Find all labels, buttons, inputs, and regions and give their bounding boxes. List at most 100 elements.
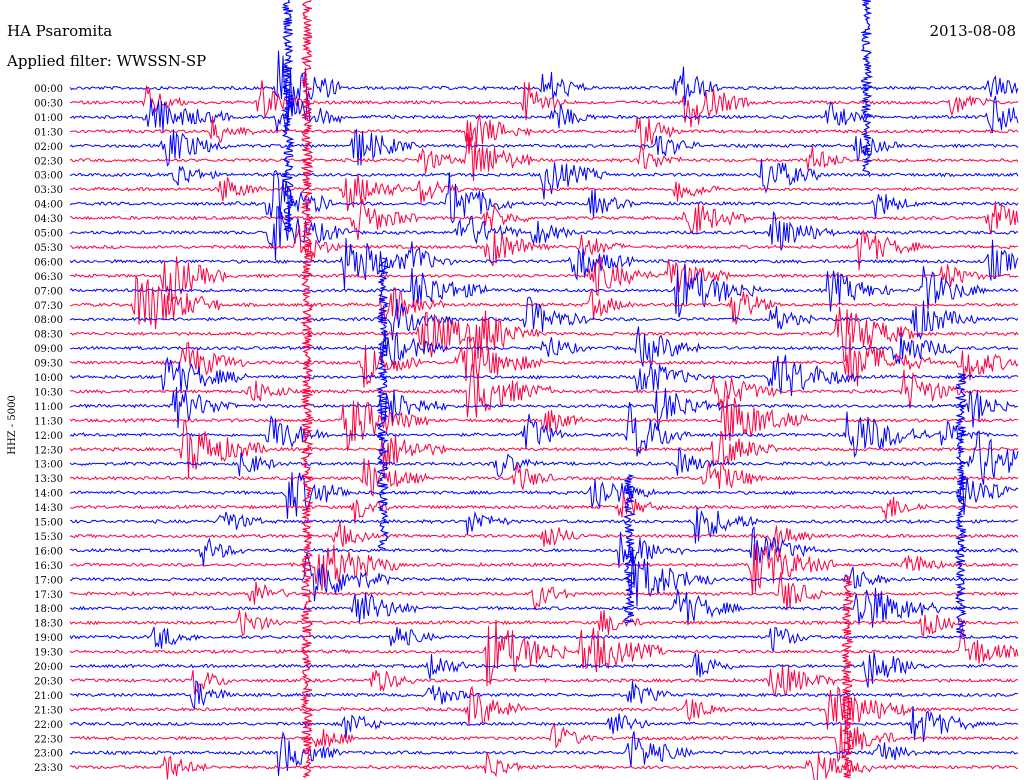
trace-time-label: 12:30 [34, 445, 63, 456]
trace-line [69, 430, 1019, 485]
trace-line [69, 80, 1019, 128]
trace-line [69, 572, 1019, 611]
trace-line [69, 419, 1019, 477]
trace-time-label: 02:30 [34, 156, 63, 167]
saturated-event [954, 373, 968, 638]
trace-time-label: 09:30 [34, 359, 63, 370]
saturated-event [622, 474, 637, 624]
trace-line [69, 751, 1018, 780]
trace-line [69, 114, 1019, 151]
trace-time-label: 11:00 [34, 402, 63, 413]
trace-time-label: 13:30 [34, 474, 63, 485]
trace-time-label: 14:00 [34, 489, 63, 500]
trace-line [69, 680, 1019, 710]
trace-time-label: 04:30 [34, 214, 63, 225]
channel-label-text: HHZ - 5000 [7, 395, 18, 455]
trace-line [69, 722, 1019, 763]
trace-time-label: 09:00 [34, 344, 63, 355]
trace-line [69, 238, 1019, 289]
trace-time-label: 20:30 [34, 676, 63, 687]
trace-time-label: 14:30 [34, 503, 63, 514]
trace-time-label: 12:00 [34, 431, 63, 442]
trace-line [69, 133, 1019, 181]
trace-time-label: 00:00 [34, 84, 63, 95]
trace-line [69, 173, 1019, 212]
trace-time-label: 17:30 [34, 590, 63, 601]
trace-line [69, 386, 1019, 431]
trace-time-label: 08:00 [34, 315, 63, 326]
trace-time-label: 16:30 [34, 561, 63, 572]
date-label: 2013-08-08 [929, 22, 1016, 40]
trace-time-label: 04:00 [34, 200, 63, 211]
trace-line [69, 205, 1019, 261]
trace-line [69, 274, 1019, 330]
filter-label: Applied filter: WWSSN-SP [7, 52, 207, 70]
trace-time-label: 19:30 [34, 648, 63, 659]
trace-time-label: 06:30 [34, 272, 63, 283]
trace-line [69, 730, 1019, 776]
trace-time-label: 22:30 [34, 734, 63, 745]
trace-line [69, 472, 1019, 519]
trace-time-label: 18:00 [34, 604, 63, 615]
saturated-event [281, 0, 296, 233]
trace-time-label: 23:30 [34, 763, 63, 774]
trace-line [69, 332, 1019, 388]
trace-time-label: 16:00 [34, 546, 63, 557]
trace-line [69, 224, 1019, 271]
trace-time-label: 02:00 [34, 142, 63, 153]
trace-line [69, 158, 1019, 200]
trace-line [69, 296, 1019, 341]
trace-line [69, 169, 1019, 224]
trace-line [69, 95, 1019, 134]
trace-line [69, 256, 1019, 302]
time-labels: 00:00 00:30 01:00 01:30 02:00 02:30 03:00 03:30… [34, 84, 63, 774]
trace-time-label: 23:00 [34, 749, 63, 760]
trace-line [69, 128, 1019, 167]
trace-line [69, 458, 1019, 497]
trace-time-label: 10:30 [34, 387, 63, 398]
trace-line [69, 522, 1019, 552]
trace-line [69, 50, 1019, 124]
large-events [281, 0, 968, 779]
trace-line [69, 363, 1019, 418]
trace-time-label: 01:30 [34, 127, 63, 138]
trace-line [69, 264, 1019, 318]
trace-time-label: 03:00 [34, 171, 63, 182]
trace-time-label: 06:00 [34, 257, 63, 268]
trace-line [69, 609, 1019, 637]
trace-line [69, 587, 1019, 628]
saturated-event [840, 575, 855, 779]
trace-time-label: 07:00 [34, 286, 63, 297]
trace-line [69, 395, 1019, 451]
trace-time-label: 21:00 [34, 691, 63, 702]
trace-line [69, 506, 1019, 544]
channel-label: HHZ - 5000 [7, 395, 18, 455]
trace-time-label: 00:30 [34, 98, 63, 109]
trace-time-label: 19:00 [34, 633, 63, 644]
trace-time-label: 11:30 [34, 416, 63, 427]
trace-line [69, 626, 1019, 652]
station-title: HA Psaromita [7, 22, 113, 40]
trace-lines [69, 50, 1019, 780]
trace-line [69, 705, 1019, 742]
trace-line [69, 492, 1019, 524]
trace-time-label: 20:00 [34, 662, 63, 673]
trace-time-label: 05:00 [34, 229, 63, 240]
trace-line [69, 306, 1019, 363]
trace-line [69, 354, 1019, 397]
trace-time-label: 17:00 [34, 575, 63, 586]
trace-time-label: 07:30 [34, 301, 63, 312]
trace-line [69, 549, 1019, 607]
trace-time-label: 21:30 [34, 705, 63, 716]
trace-time-label: 10:00 [34, 373, 63, 384]
trace-time-label: 18:30 [34, 619, 63, 630]
trace-line [69, 402, 1019, 459]
trace-line [70, 199, 1019, 240]
trace-line [69, 526, 1019, 568]
trace-time-label: 01:00 [34, 113, 63, 124]
trace-time-label: 05:30 [34, 243, 63, 254]
trace-time-label: 03:30 [34, 185, 63, 196]
trace-line [69, 544, 1019, 595]
trace-time-label: 08:30 [34, 330, 63, 341]
